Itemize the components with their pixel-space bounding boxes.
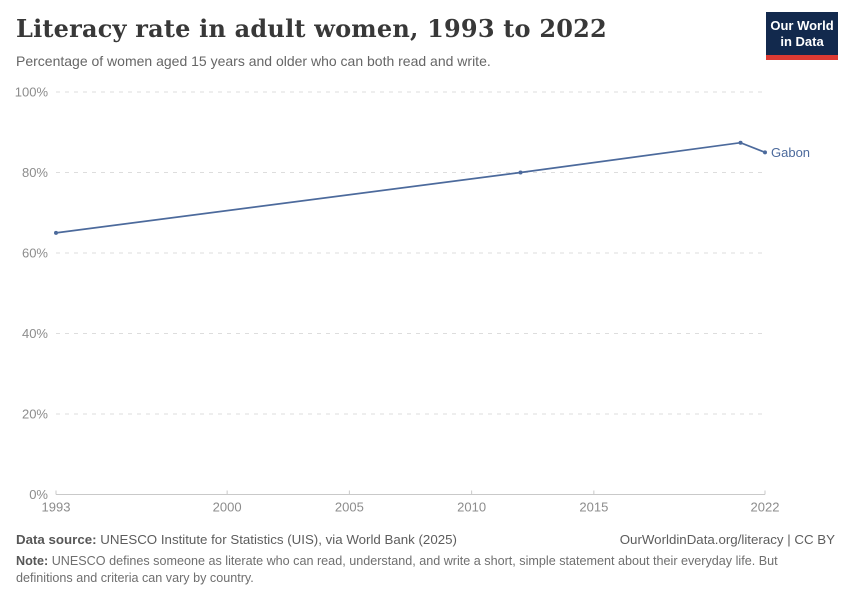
series-line-gabon[interactable] [55,141,766,234]
y-axis-label: 20% [22,407,48,422]
line-chart: 0% 20% 40% 60% 80% 100% 1993 2000 2005 2010 2015 20… [15,85,810,515]
owid-logo-line1: Our World [770,18,834,33]
owid-logo[interactable]: Our World in Data [766,12,838,60]
data-point[interactable] [738,140,743,145]
series-label[interactable]: Gabon [771,145,810,160]
x-axis-label: 2000 [213,500,242,515]
data-point[interactable] [763,150,767,155]
data-point[interactable] [54,230,58,235]
y-axis-label: 60% [22,246,48,261]
x-axis-label: 2022 [751,500,780,515]
note-text: UNESCO defines someone as literate who c… [16,554,778,585]
note-label: Note: [16,554,49,568]
footer-note: Note: UNESCO defines someone as literate… [16,553,816,586]
data-source-text: UNESCO Institute for Statistics (UIS), v… [100,532,457,547]
owid-logo-box: Our World in Data [766,12,838,55]
data-source-label: Data source: [16,532,97,547]
data-point[interactable] [518,170,523,175]
owid-logo-stripe [766,55,838,60]
attribution-link[interactable]: OurWorldinData.org/literacy | CC BY [619,532,835,547]
data-source-line: Data source: UNESCO Institute for Statis… [16,532,457,547]
y-axis-label: 0% [29,487,48,502]
x-axis-label: 2005 [335,500,364,515]
x-axis-label: 2010 [457,500,486,515]
page-title: Literacy rate in adult women, 1993 to 20… [16,14,607,43]
x-axis-label: 2015 [579,500,608,515]
y-axis-label: 40% [22,326,48,341]
x-axis-label: 1993 [42,500,71,515]
chart-subtitle: Percentage of women aged 15 years and ol… [16,53,491,69]
y-axis-label: 80% [22,165,48,180]
y-axis-label: 100% [15,85,49,100]
owid-logo-line2: in Data [780,34,824,49]
footer-source-row: Data source: UNESCO Institute for Statis… [16,532,835,547]
